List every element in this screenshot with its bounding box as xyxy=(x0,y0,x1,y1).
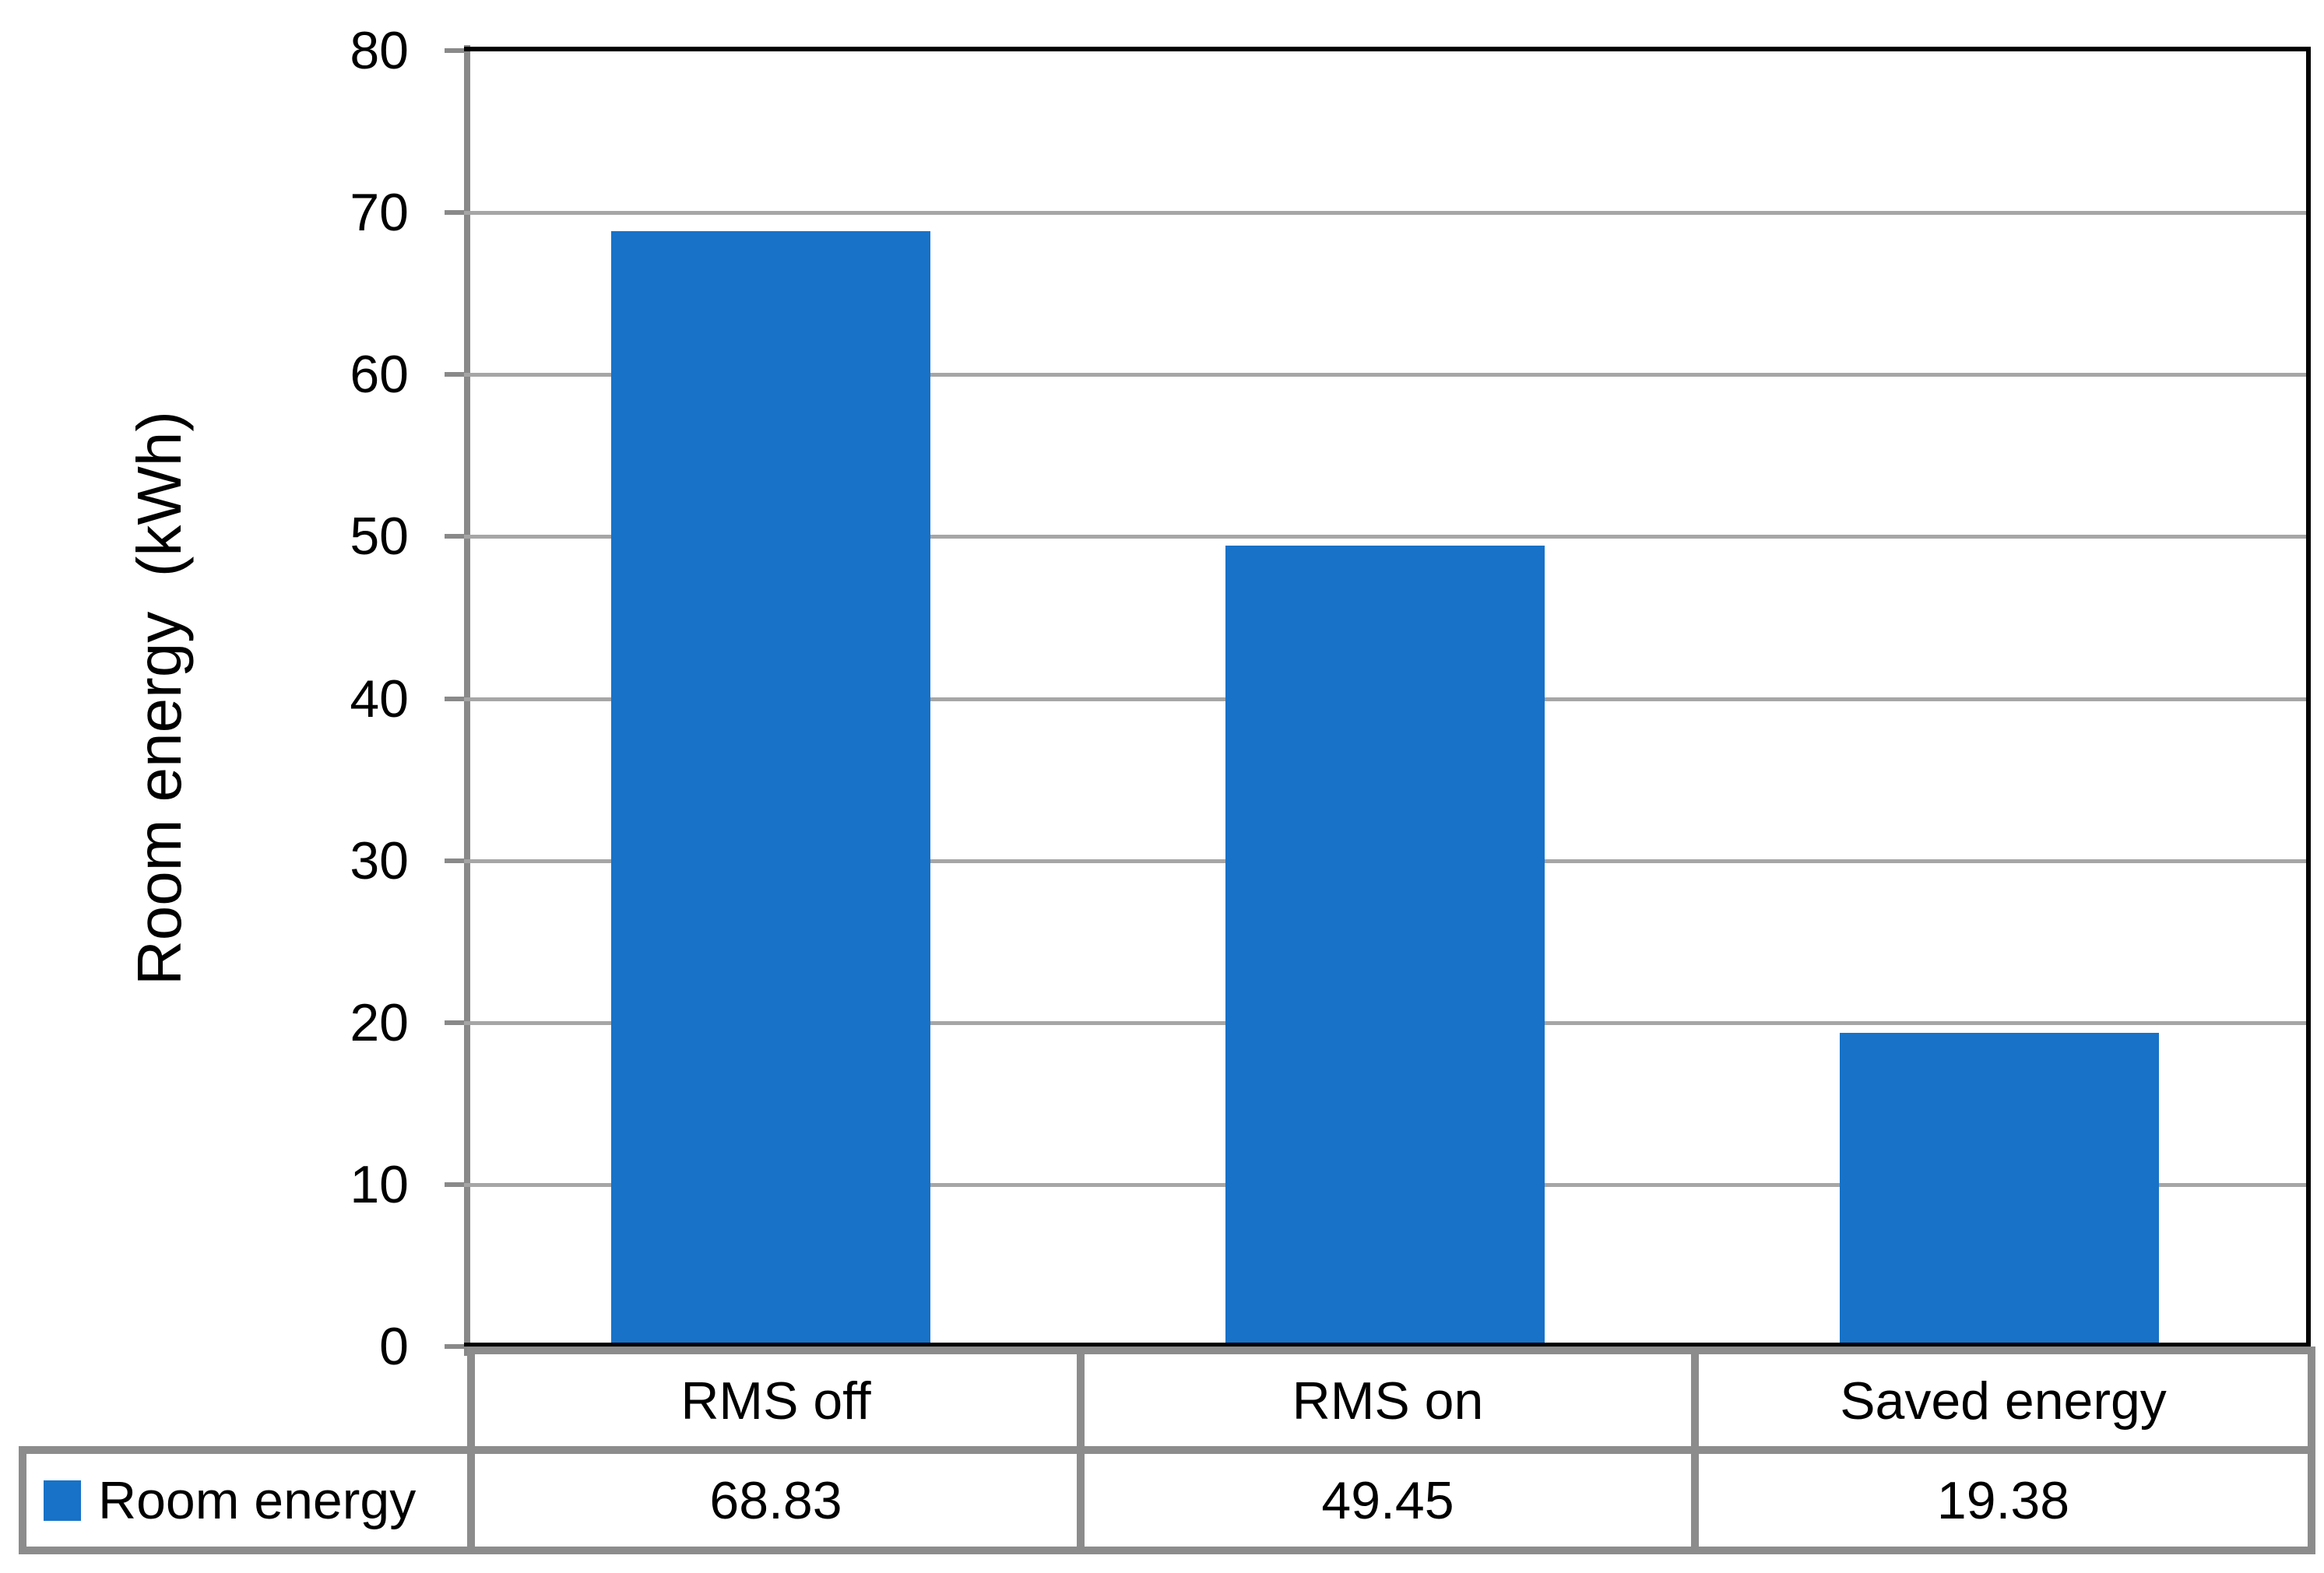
tick-label-20: 20 xyxy=(350,992,409,1052)
bar-rms-on xyxy=(1225,545,1545,1347)
table-border-col2 xyxy=(1691,1347,1699,1554)
tick-0 xyxy=(445,1344,464,1349)
table-border-bottom xyxy=(19,1547,2315,1554)
tick-label-80: 80 xyxy=(350,21,409,80)
tick-10 xyxy=(445,1182,464,1187)
category-cell-rms-on: RMS on xyxy=(1292,1371,1484,1431)
plot-border-right xyxy=(2306,47,2311,1347)
tick-label-0: 0 xyxy=(379,1317,409,1376)
legend-color-swatch xyxy=(44,1480,81,1521)
table-border-right xyxy=(2308,1347,2315,1554)
gridline-60 xyxy=(464,373,2306,377)
tick-50 xyxy=(445,534,464,539)
table-border-legend-left xyxy=(19,1446,26,1554)
tick-label-60: 60 xyxy=(350,345,409,405)
legend-cell: Room energy xyxy=(44,1454,467,1547)
value-cell-rms-off: 68.83 xyxy=(709,1470,842,1530)
table-border-top xyxy=(467,1347,2315,1354)
tick-label-50: 50 xyxy=(350,507,409,567)
bar-rms-off xyxy=(611,231,931,1347)
gridline-50 xyxy=(464,535,2306,539)
x-axis-line xyxy=(464,1343,2311,1347)
tick-label-10: 10 xyxy=(350,1154,409,1214)
tick-40 xyxy=(445,696,464,701)
tick-label-30: 30 xyxy=(350,830,409,890)
category-cell-saved-energy: Saved energy xyxy=(1840,1371,2167,1431)
tick-label-70: 70 xyxy=(350,183,409,243)
category-cell-rms-off: RMS off xyxy=(680,1371,871,1431)
tick-60 xyxy=(445,372,464,377)
value-cell-saved-energy: 19.38 xyxy=(1936,1470,2070,1530)
bar-saved-energy xyxy=(1839,1032,2159,1347)
plot-border-top xyxy=(464,47,2311,51)
value-cell-rms-on: 49.45 xyxy=(1321,1470,1454,1530)
tick-80 xyxy=(445,48,464,53)
tick-30 xyxy=(445,858,464,863)
tick-label-40: 40 xyxy=(350,669,409,729)
gridline-70 xyxy=(464,211,2306,216)
table-border-col1 xyxy=(1077,1347,1085,1554)
tick-20 xyxy=(445,1020,464,1025)
legend-label: Room energy xyxy=(98,1470,417,1530)
table-border-col0 xyxy=(467,1347,475,1554)
tick-70 xyxy=(445,210,464,216)
table-border-middle xyxy=(19,1446,2315,1454)
